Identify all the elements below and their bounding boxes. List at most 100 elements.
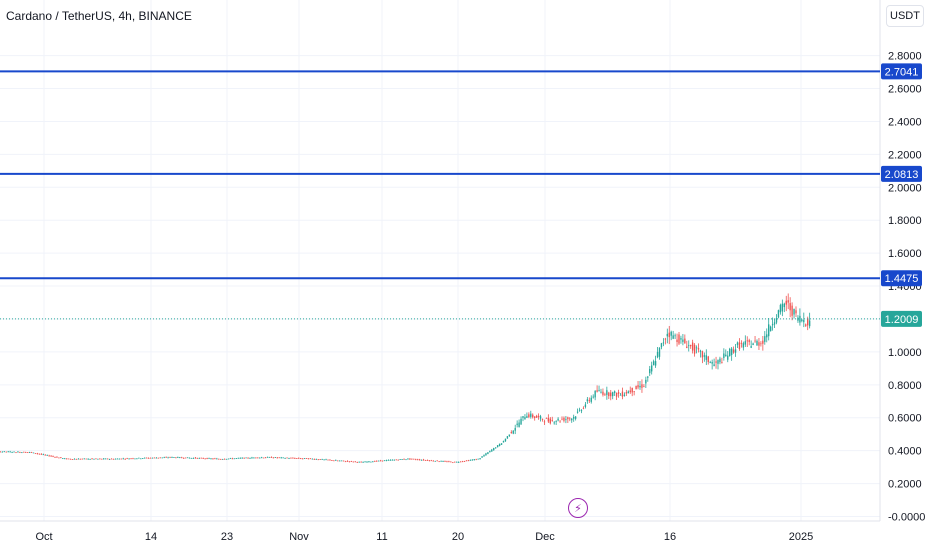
candle-body [5,451,7,453]
candle-body [222,459,224,460]
candle-body [103,458,105,460]
candle-body [249,458,251,459]
candle-body [512,430,514,434]
currency-button[interactable]: USDT [886,5,924,27]
candle-body [374,461,376,462]
candle-body [25,452,27,453]
y-tick-label: 1.6000 [888,248,922,260]
candle-body [623,394,626,396]
candle-body [457,461,460,463]
candle-body [415,459,417,461]
candle-body [231,458,234,460]
candle-body [528,414,530,418]
candle-body [522,416,524,418]
candle-body [218,458,220,460]
candle-body [703,355,706,357]
candle-body [301,458,304,460]
candle-body [71,459,74,460]
candle-body [684,338,686,344]
candle-body [518,422,520,427]
candle-body [440,460,442,462]
candle-body [732,349,735,353]
candle-body [422,459,425,461]
candle-body [179,457,181,458]
candle-body [652,361,655,366]
candle-body [762,340,764,344]
candle-body [333,460,335,462]
candle-body [547,417,550,422]
candle-body [81,458,83,460]
candle-body [188,457,191,459]
candle-body [666,333,668,337]
candle-body [705,355,707,360]
candle-body [270,456,273,458]
candle-body [619,394,622,396]
candle-body [469,460,472,461]
candle-body [779,304,782,313]
candle-body [13,451,15,453]
candle-body [711,361,713,364]
last-price-tag [881,310,922,327]
candle-body [656,351,659,358]
candle-body [791,305,793,316]
candle-body [235,458,238,459]
candle-body [85,458,87,460]
candle-body [754,340,756,342]
candle-body [631,387,633,393]
candle-body [549,418,551,424]
candle-body [561,418,563,420]
candle-body [444,461,446,462]
candle-body [526,416,528,418]
candle-body [574,416,577,419]
candle-body [28,452,31,453]
candle-body [461,461,464,463]
candle-body [60,457,62,459]
candle-body [56,456,58,458]
candle-body [23,451,25,453]
candle-body [625,392,628,394]
candle-body [42,454,44,456]
candle-body [682,339,684,342]
candle-body [214,458,216,460]
candle-body [118,458,121,460]
candle-body [768,324,770,337]
candle-body [15,452,17,454]
candle-body [771,324,774,326]
candle-body [680,338,682,340]
level-price-tag [881,165,922,182]
candle-body [748,340,750,343]
candle-body [730,348,733,355]
x-tick-label: 16 [664,531,676,543]
candle-body [223,458,226,460]
candle-body [340,460,343,462]
candle-body [643,386,645,388]
candle-body [194,457,197,459]
candle-body [305,458,308,459]
candle-body [360,461,362,463]
candle-body [797,317,799,321]
candle-body [485,453,487,456]
candle-body [317,459,319,461]
candle-body [766,334,768,338]
candle-body [613,391,616,393]
candle-body [212,458,214,460]
level-price-tag [881,270,922,287]
y-tick-label: 1.8000 [888,215,922,227]
lightning-bolt-icon[interactable]: ⚡ [568,498,588,518]
candle-body [752,343,754,346]
candle-body [502,440,505,443]
candle-body [563,417,565,421]
candle-body [596,390,598,392]
candle-body [261,457,263,459]
candle-body [198,457,200,459]
candle-body [54,456,56,458]
candle-body [124,458,126,460]
candle-body [97,458,99,460]
candle-body [278,457,280,459]
candle-body [138,457,140,459]
candle-body [34,453,37,455]
candle-body [110,458,113,460]
candle-body [95,458,97,460]
